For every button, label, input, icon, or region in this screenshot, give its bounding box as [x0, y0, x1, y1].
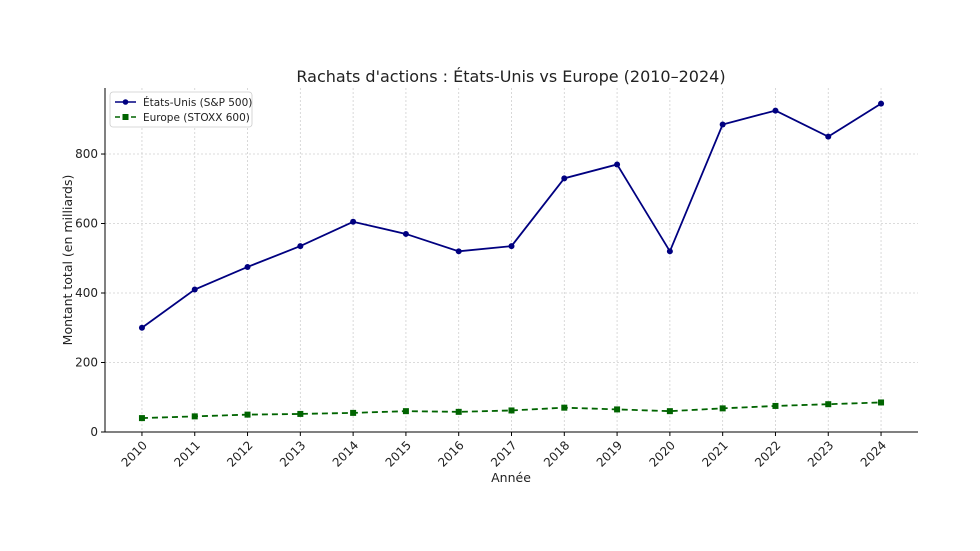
y-tick-label: 600 — [75, 217, 98, 231]
data-point — [666, 408, 673, 415]
x-tick-label: 2024 — [858, 438, 889, 469]
data-point — [719, 405, 726, 412]
x-tick-label: 2020 — [646, 438, 677, 469]
x-tick-label: 2019 — [594, 438, 625, 469]
chart-title: Rachats d'actions : États-Unis vs Europe… — [296, 67, 725, 86]
data-point — [455, 408, 462, 415]
data-point — [772, 107, 779, 114]
data-point — [878, 399, 885, 406]
x-tick-label: 2010 — [119, 438, 150, 469]
x-tick-label: 2015 — [383, 438, 414, 469]
x-tick-label: 2023 — [805, 438, 836, 469]
data-point — [350, 218, 357, 225]
x-tick-label: 2021 — [699, 438, 730, 469]
x-tick-label: 2012 — [224, 438, 255, 469]
grid — [105, 88, 918, 432]
data-point — [297, 410, 304, 417]
data-point — [244, 411, 251, 418]
data-point — [772, 402, 779, 409]
x-tick-label: 2016 — [435, 438, 466, 469]
x-tick-label: 2011 — [171, 438, 202, 469]
legend-marker-europe — [122, 114, 129, 120]
x-ticks: 2010 2011 2012 2013 2014 2015 2016 2017 2018 2019… — [119, 432, 889, 470]
data-point — [561, 175, 568, 182]
x-tick-label: 2018 — [541, 438, 572, 469]
data-point — [666, 248, 673, 255]
data-point — [402, 408, 409, 415]
series-group — [138, 100, 885, 422]
data-point — [508, 407, 515, 414]
x-axis-label: Année — [491, 470, 531, 485]
x-tick-label: 2013 — [277, 438, 308, 469]
data-point — [878, 100, 885, 107]
data-point — [614, 406, 621, 413]
legend: États-Unis (S&P 500) Europe (STOXX 600) — [109, 91, 253, 128]
y-tick-label: 400 — [75, 286, 98, 300]
data-point — [455, 248, 462, 255]
data-point — [191, 413, 198, 420]
data-point — [191, 286, 198, 293]
data-point — [825, 133, 832, 140]
y-tick-label: 0 — [90, 425, 98, 439]
x-tick-label: 2022 — [752, 438, 783, 469]
legend-box — [109, 91, 253, 128]
data-point — [825, 401, 832, 408]
y-tick-label: 200 — [75, 356, 98, 370]
data-point — [561, 404, 568, 411]
x-tick-label: 2014 — [330, 438, 361, 469]
data-point — [297, 243, 304, 250]
legend-marker-us — [122, 99, 129, 105]
y-ticks: 0 200 400 600 800 — [75, 147, 105, 439]
data-point — [138, 415, 145, 422]
data-point — [719, 121, 726, 128]
x-tick-label: 2017 — [488, 438, 519, 469]
data-point — [350, 409, 357, 416]
legend-label-us: États-Unis (S&P 500) — [143, 96, 252, 109]
y-axis-label: Montant total (en milliards) — [60, 175, 75, 346]
data-point — [244, 263, 251, 270]
data-point — [614, 161, 621, 168]
data-point — [138, 324, 145, 331]
y-tick-label: 800 — [75, 147, 98, 161]
data-point — [508, 243, 515, 250]
legend-label-europe: Europe (STOXX 600) — [143, 112, 250, 124]
data-point — [402, 230, 409, 237]
series-line-europe — [141, 401, 882, 420]
